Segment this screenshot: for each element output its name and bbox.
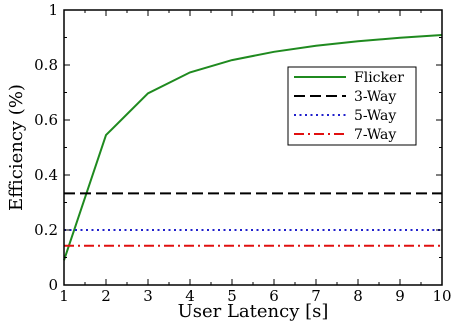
x-tick-label: 8: [353, 287, 363, 305]
legend-label: 3-Way: [354, 89, 396, 105]
series-layer: [63, 34, 443, 261]
x-tick-label: 5: [227, 287, 237, 305]
y-axis-label: Efficiency (%): [6, 84, 27, 211]
x-tick-label: 2: [101, 287, 111, 305]
legend-label: 7-Way: [354, 127, 396, 143]
x-tick-label: 3: [143, 287, 153, 305]
legend: Flicker 3-Way 5-Way 7-Way: [287, 66, 417, 146]
x-tick-label: 6: [269, 287, 279, 305]
x-tick-label: 9: [395, 287, 405, 305]
y-tick-label: 0: [48, 276, 58, 294]
x-tick-label: 4: [185, 287, 195, 305]
x-tick-label: 1: [59, 287, 69, 305]
x-axis-label: User Latency [s]: [178, 301, 329, 322]
legend-label: Flicker: [354, 70, 404, 86]
ticks-layer: 1 2 3 4 5 6 7 8 9 10 0 0.2 0.4 0.6 0.8 1: [34, 1, 451, 305]
y-tick-label: 0.6: [34, 111, 58, 129]
legend-label: 5-Way: [354, 108, 396, 124]
legend-box: [287, 66, 417, 146]
x-tick-label: 10: [432, 287, 451, 305]
plot-frame: [63, 9, 443, 286]
x-tick-label: 7: [311, 287, 321, 305]
y-tick-label: 0.4: [34, 166, 58, 184]
y-tick-label: 0.2: [34, 221, 58, 239]
series-line-flicker: [63, 34, 443, 261]
y-tick-label: 1: [48, 1, 58, 19]
y-tick-label: 0.8: [34, 56, 58, 74]
